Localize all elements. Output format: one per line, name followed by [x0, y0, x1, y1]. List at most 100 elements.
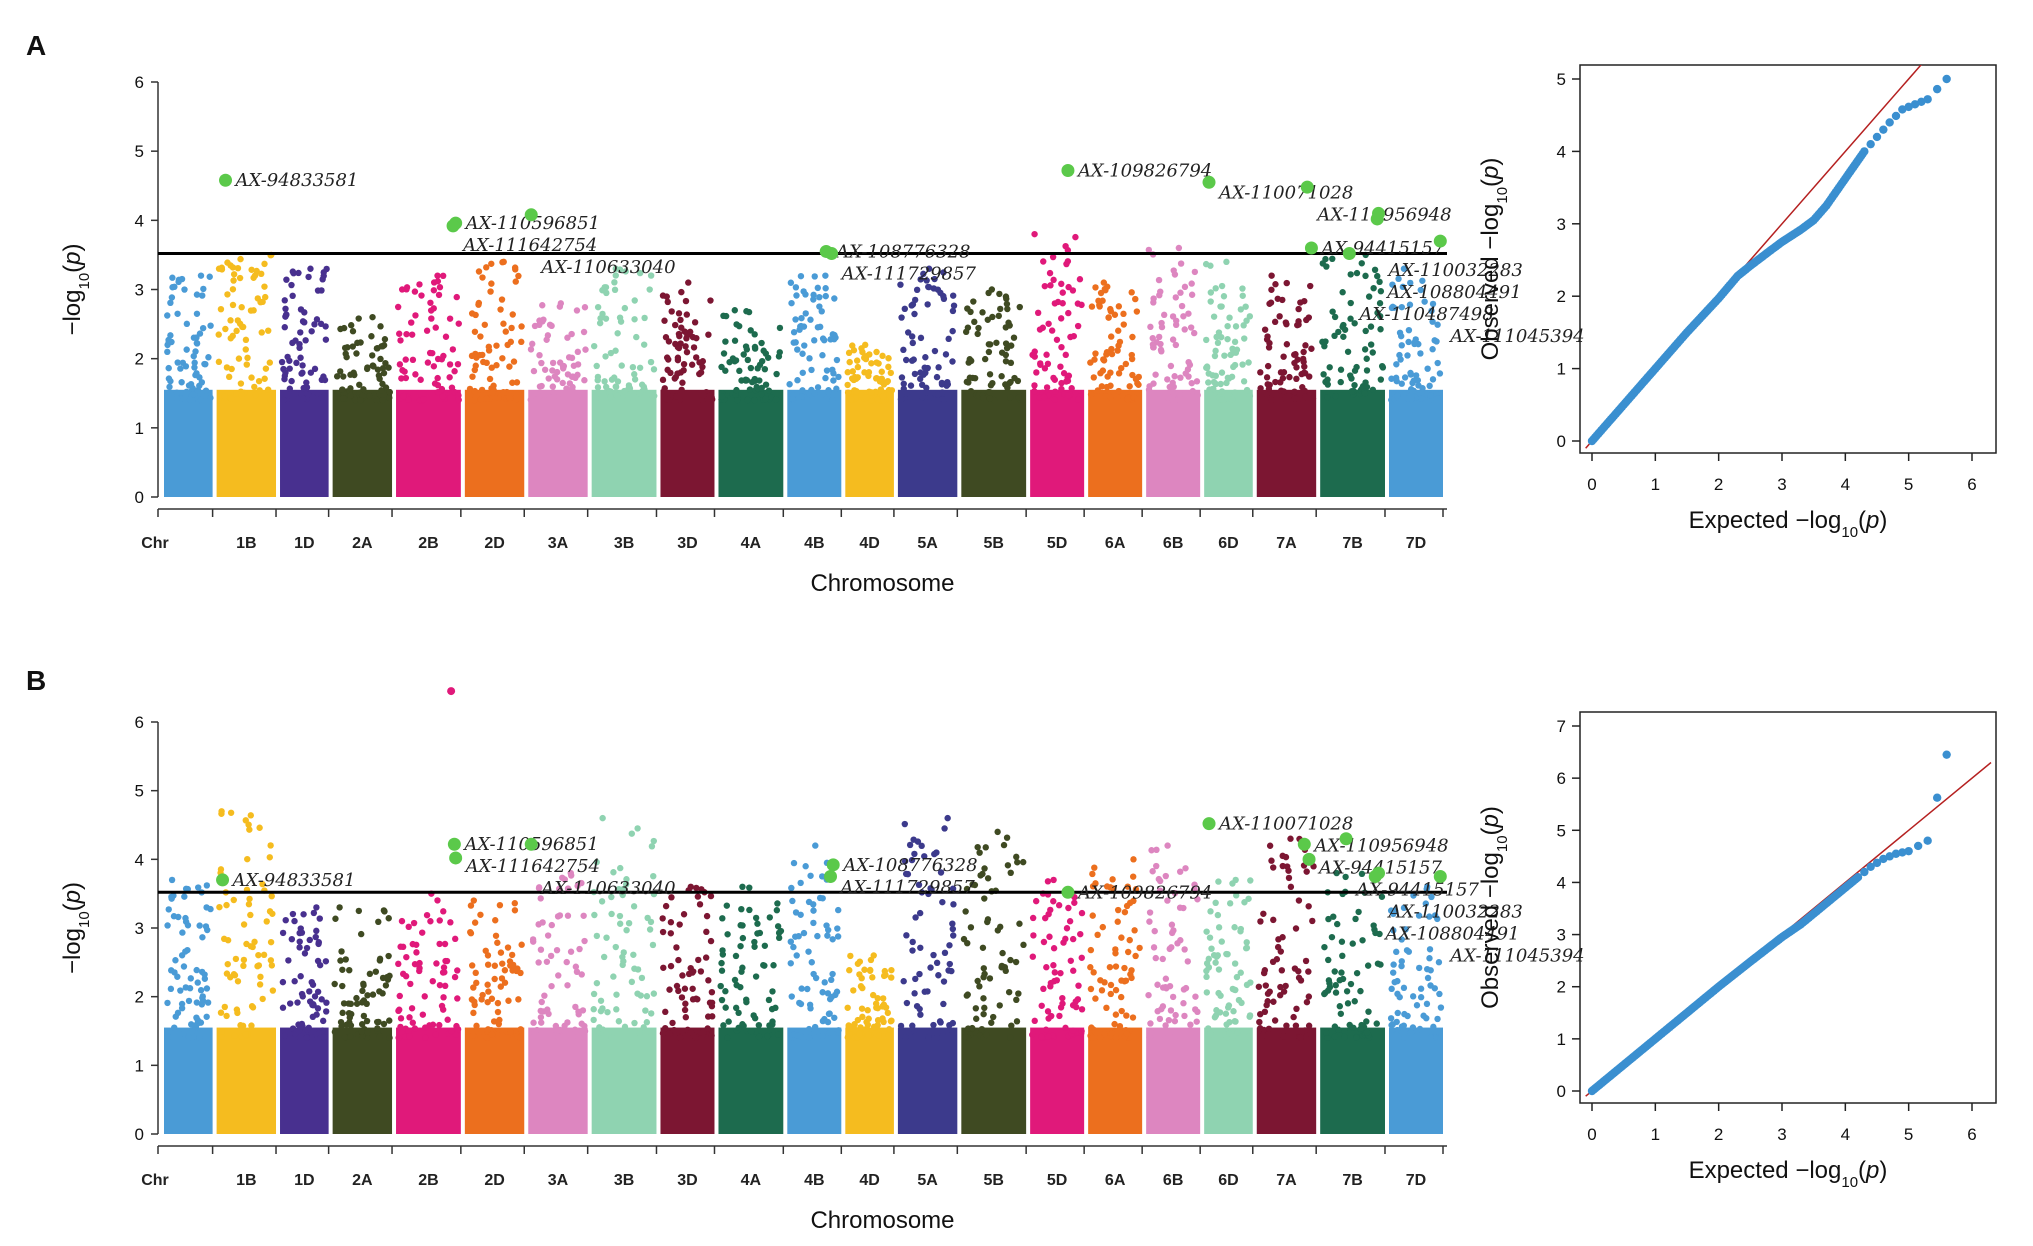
snp-point — [374, 1025, 381, 1032]
snp-point — [484, 981, 491, 988]
snp-point — [723, 902, 731, 909]
snp-point — [700, 392, 708, 399]
snp-point — [218, 1033, 225, 1040]
snp-point — [1287, 835, 1294, 842]
qq-point — [1942, 74, 1951, 84]
snp-point — [256, 387, 263, 394]
snp-point — [663, 293, 670, 300]
snp-point — [1181, 326, 1188, 333]
snp-point — [885, 355, 892, 362]
qq-point — [1917, 97, 1926, 107]
snp-point — [1156, 1015, 1164, 1023]
snp-point — [735, 1009, 742, 1017]
snp-point — [898, 374, 906, 381]
snp-point — [1207, 1030, 1214, 1038]
snp-point — [319, 1017, 327, 1025]
snp-point — [454, 967, 461, 974]
snp-point — [300, 911, 307, 918]
snp-point — [1239, 361, 1246, 368]
snp-point — [1192, 1006, 1199, 1013]
snp-point — [494, 939, 501, 946]
snp-point — [500, 320, 507, 327]
snp-point — [1044, 1008, 1052, 1015]
snp-point — [535, 959, 542, 966]
snp-point — [1268, 857, 1275, 864]
snp-label: AX-110956948 — [1312, 836, 1448, 857]
snp-point — [879, 352, 886, 360]
snp-point — [1015, 394, 1023, 401]
snp-point — [548, 982, 555, 990]
snp-point — [1059, 289, 1066, 296]
snp-point — [1223, 1021, 1230, 1028]
snp-point — [184, 922, 192, 929]
snp-point — [900, 978, 907, 985]
snp-point — [501, 967, 509, 974]
snp-point — [884, 1009, 892, 1017]
snp-point — [1373, 1020, 1380, 1027]
snp-point — [1062, 351, 1069, 359]
snp-point — [251, 383, 258, 391]
snp-point — [369, 352, 376, 359]
snp-point — [646, 286, 653, 293]
snp-point — [806, 355, 813, 362]
snp-point — [439, 393, 447, 400]
snp-point — [380, 1020, 388, 1028]
snp-point — [1325, 956, 1332, 964]
snp-point — [1074, 322, 1082, 330]
snp-point — [888, 1017, 895, 1024]
snp-point — [1369, 386, 1377, 394]
snp-point — [692, 1034, 699, 1041]
snp-point — [332, 915, 339, 922]
snp-point — [1044, 878, 1052, 885]
snp-point — [218, 1028, 225, 1035]
snp-point — [1130, 856, 1137, 863]
snp-point — [617, 864, 624, 872]
snp-point — [1376, 278, 1383, 286]
snp-point — [612, 383, 619, 390]
snp-point — [395, 1034, 402, 1041]
snp-point — [230, 277, 237, 284]
snp-point — [909, 947, 916, 954]
snp-point — [179, 359, 187, 366]
snp-point — [502, 328, 509, 335]
snp-point — [436, 1021, 443, 1029]
snp-point — [358, 1028, 365, 1035]
snp-point — [337, 957, 344, 964]
snp-point — [1029, 351, 1036, 359]
snp-point — [818, 308, 825, 315]
snp-point — [1103, 348, 1111, 356]
snp-point — [181, 286, 188, 293]
snp-point — [295, 269, 302, 277]
snp-point — [518, 338, 525, 346]
x-tick-label: 2B — [418, 1172, 438, 1189]
snp-point — [421, 993, 428, 1000]
snp-point — [646, 926, 654, 933]
y-tick-label: 4 — [1557, 142, 1566, 161]
y-tick-label: 2 — [135, 350, 144, 369]
snp-point — [1406, 301, 1414, 308]
snp-point — [381, 908, 388, 915]
snp-point — [262, 293, 269, 301]
snp-point — [745, 308, 753, 316]
snp-point — [504, 944, 512, 951]
snp-point — [936, 1018, 944, 1025]
snp-point — [1426, 913, 1433, 920]
snp-point — [347, 1033, 354, 1040]
snp-point — [405, 923, 412, 931]
x-tick-label: 1B — [236, 535, 256, 552]
snp-point — [471, 919, 479, 926]
snp-point — [1073, 1003, 1080, 1011]
snp-point — [592, 395, 600, 402]
snp-point — [810, 907, 817, 914]
chromosome-6D — [1203, 876, 1254, 1134]
snp-point — [1016, 303, 1023, 311]
snp-point — [557, 300, 565, 307]
snp-point — [1349, 940, 1356, 947]
snp-point — [754, 365, 761, 372]
snp-point — [792, 316, 799, 323]
snp-point — [1121, 964, 1128, 972]
highlighted-snp-point — [449, 851, 463, 865]
snp-point — [215, 265, 223, 272]
snp-point — [1273, 956, 1281, 963]
snp-point — [1057, 969, 1064, 977]
